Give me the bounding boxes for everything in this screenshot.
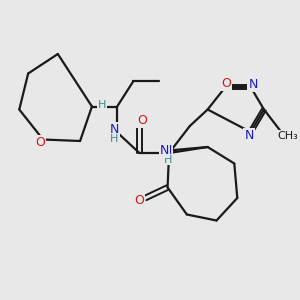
Text: H: H	[110, 134, 118, 144]
Text: N: N	[248, 77, 258, 91]
Text: N: N	[110, 123, 119, 136]
Text: N: N	[160, 144, 169, 157]
Text: N: N	[163, 144, 172, 157]
Text: N: N	[244, 129, 254, 142]
Text: O: O	[134, 194, 144, 208]
Text: H: H	[164, 154, 172, 165]
Text: O: O	[137, 114, 147, 127]
Text: O: O	[35, 136, 45, 149]
Text: H: H	[98, 100, 106, 110]
Text: O: O	[221, 77, 231, 90]
Text: CH₃: CH₃	[277, 131, 298, 141]
